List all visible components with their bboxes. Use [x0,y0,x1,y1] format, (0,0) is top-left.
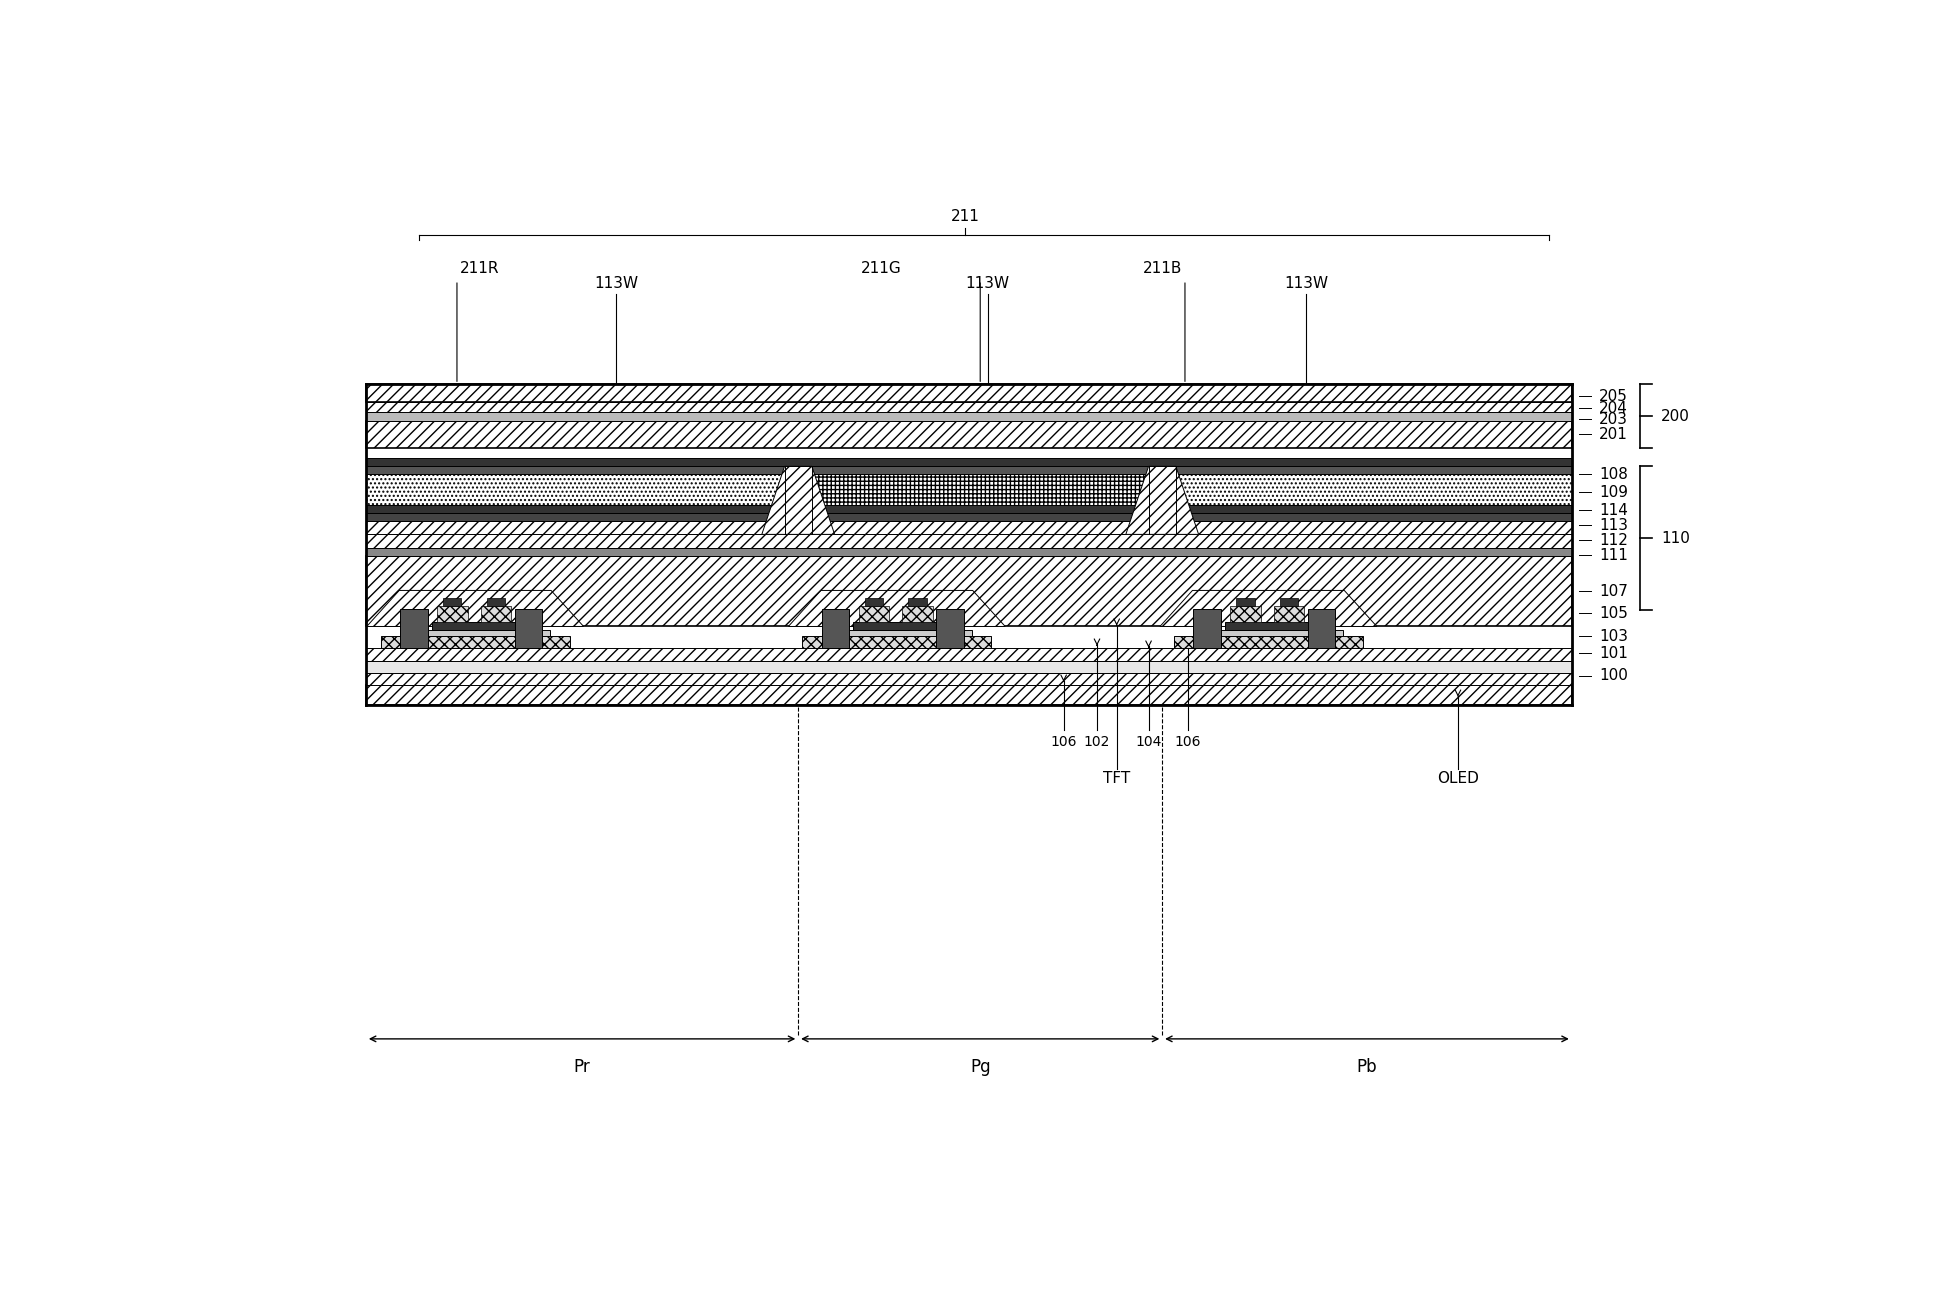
Text: 110: 110 [1661,530,1691,546]
Bar [812,474,1149,506]
Bar [366,556,1571,627]
Polygon shape [761,467,834,534]
Bar [802,637,992,649]
Bar [401,610,429,649]
Text: 100: 100 [1599,668,1628,683]
Bar [366,514,1571,521]
Bar [1194,610,1221,649]
Text: 106: 106 [1051,734,1076,749]
Polygon shape [1161,590,1378,627]
Bar [366,672,1571,685]
Bar [366,534,1571,549]
Bar [366,549,1571,556]
Text: 203: 203 [1599,412,1628,426]
Bar [366,459,1571,467]
Text: OLED: OLED [1436,771,1479,786]
Bar [366,402,1571,412]
Text: 107: 107 [1599,584,1628,599]
Bar [1176,474,1571,506]
Bar [1231,606,1260,623]
Text: 200: 200 [1661,408,1691,424]
Text: 102: 102 [1084,734,1110,749]
Bar [380,637,569,649]
Bar [487,598,505,606]
Bar [822,630,973,637]
Text: 211B: 211B [1143,261,1182,276]
Polygon shape [789,590,1006,627]
Bar [1194,630,1343,637]
Text: 113W: 113W [965,276,1010,291]
Text: 108: 108 [1599,467,1628,482]
Bar [853,623,939,630]
Text: 104: 104 [1135,734,1162,749]
Bar [366,506,785,514]
Text: 113: 113 [1599,517,1628,533]
Text: 113W: 113W [595,276,638,291]
Bar [1280,598,1297,606]
Text: 109: 109 [1599,485,1628,499]
Bar [902,606,933,623]
Bar [366,685,1571,705]
Bar [1274,606,1303,623]
Bar [481,606,511,623]
Bar [935,610,965,649]
Bar [1174,637,1362,649]
Bar [432,623,519,630]
Text: 211G: 211G [861,261,902,276]
Bar [366,421,1571,448]
Text: 106: 106 [1174,734,1202,749]
Text: Pr: Pr [573,1058,591,1076]
Bar [908,598,926,606]
Bar [822,610,849,649]
Text: 112: 112 [1599,533,1628,547]
Text: 205: 205 [1599,389,1628,404]
Bar [865,598,883,606]
Bar [366,385,1571,402]
Bar [436,606,468,623]
Text: Pg: Pg [971,1058,990,1076]
Text: TFT: TFT [1104,771,1131,786]
Text: 111: 111 [1599,547,1628,563]
Bar [1307,610,1335,649]
Bar [366,649,1571,660]
Bar [812,467,1149,474]
Text: 114: 114 [1599,503,1628,517]
Bar [1225,623,1311,630]
Text: 201: 201 [1599,426,1628,442]
Text: 211R: 211R [460,261,499,276]
Polygon shape [1125,467,1198,534]
Bar [1176,467,1571,474]
Text: 204: 204 [1599,400,1628,416]
Bar [1176,506,1571,514]
Text: 211: 211 [951,209,980,224]
Text: 103: 103 [1599,629,1628,644]
Bar [444,598,462,606]
Bar [366,474,785,506]
Bar [366,660,1571,672]
Text: 105: 105 [1599,606,1628,621]
Bar [812,506,1149,514]
Text: 113W: 113W [1284,276,1329,291]
Bar [401,630,550,637]
Text: Pb: Pb [1356,1058,1378,1076]
Bar [366,521,1571,534]
Bar [1237,598,1254,606]
Bar [366,467,785,474]
Polygon shape [366,590,583,627]
Bar [515,610,542,649]
Bar [859,606,888,623]
Text: 101: 101 [1599,646,1628,660]
Bar [366,412,1571,421]
